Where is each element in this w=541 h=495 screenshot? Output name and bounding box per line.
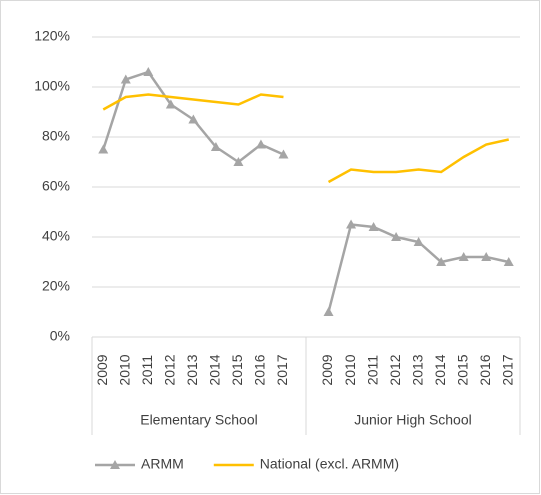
y-tick-label: 0% (50, 328, 70, 344)
x-tick-label: 2011 (139, 355, 155, 385)
x-tick-label: 2013 (184, 354, 200, 385)
marker (98, 144, 109, 154)
x-tick-label: 2013 (409, 354, 425, 385)
legend-label: National (excl. ARMM) (260, 456, 399, 472)
x-tick-label: 2017 (499, 354, 515, 385)
series-line (327, 138, 510, 184)
series-line (102, 93, 284, 111)
x-tick-label: 2017 (274, 354, 290, 385)
marker (143, 67, 154, 76)
marker (346, 219, 357, 229)
x-tick-label: 2011 (364, 355, 380, 385)
x-tick-label: 2015 (454, 354, 470, 385)
y-tick-label: 120% (34, 28, 70, 44)
x-tick-label: 2014 (207, 354, 223, 385)
marker (278, 149, 289, 159)
y-tick-label: 80% (42, 128, 70, 144)
x-tick-label: 2009 (94, 354, 110, 385)
group-label: Junior High School (354, 412, 472, 428)
marker (210, 142, 221, 151)
x-tick-label: 2016 (477, 354, 493, 385)
y-tick-label: 20% (42, 278, 70, 294)
x-tick-label: 2012 (387, 354, 403, 385)
marker (233, 157, 244, 166)
marker (413, 237, 424, 246)
marker (120, 74, 131, 84)
marker (323, 307, 334, 316)
marker (255, 139, 266, 149)
marker (436, 257, 447, 266)
y-tick-label: 40% (42, 228, 70, 244)
x-tick-label: 2009 (319, 354, 335, 385)
x-tick-label: 2012 (162, 354, 178, 385)
marker (481, 252, 492, 261)
legend-marker (110, 460, 120, 469)
marker (188, 114, 199, 124)
legend-label: ARMM (141, 456, 184, 472)
marker (503, 257, 514, 266)
marker (458, 252, 469, 261)
marker (165, 99, 176, 109)
marker (368, 222, 379, 231)
y-tick-label: 60% (42, 178, 70, 194)
marker (391, 232, 402, 241)
x-tick-label: 2016 (252, 354, 268, 385)
x-tick-label: 2014 (432, 354, 448, 385)
x-tick-label: 2010 (342, 354, 358, 385)
group-label: Elementary School (140, 412, 258, 428)
y-tick-label: 100% (34, 78, 70, 94)
x-tick-label: 2015 (229, 354, 245, 385)
x-tick-label: 2010 (116, 354, 132, 385)
